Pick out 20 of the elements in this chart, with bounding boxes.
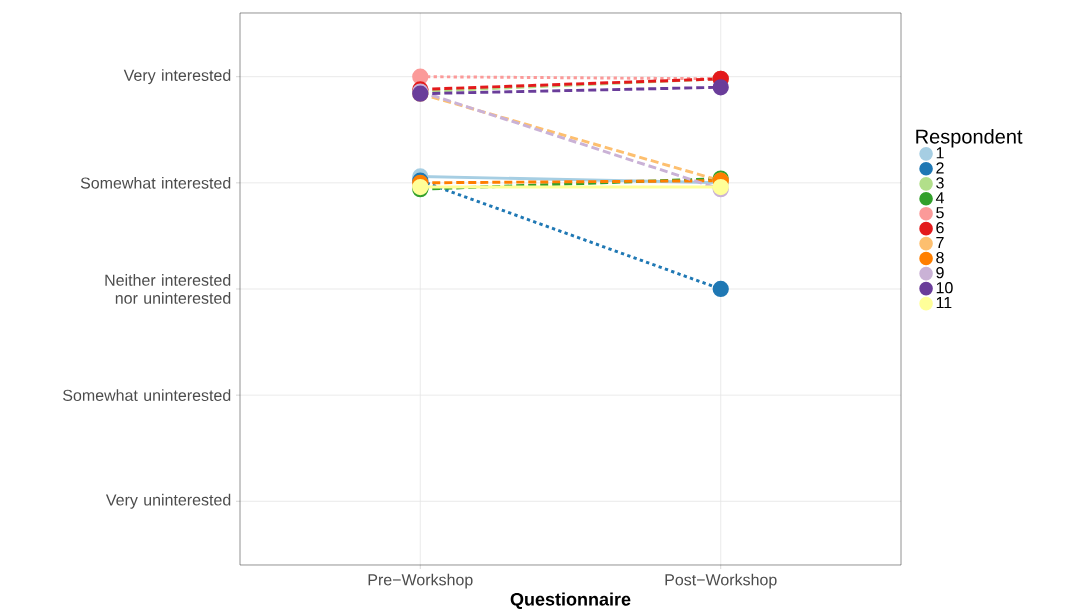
- legend-label: 6: [936, 222, 944, 234]
- text: Very interested: [123, 69, 231, 85]
- text: Very uninterested: [105, 493, 231, 509]
- x-tick-label: Pre−Workshop: [368, 573, 473, 589]
- x-axis-title: Questionnaire: [510, 592, 631, 610]
- legend-label: 10: [936, 282, 953, 294]
- legend-label: 7: [936, 237, 944, 249]
- legend-label: 11: [936, 297, 952, 309]
- legend-label: 5: [936, 207, 944, 219]
- text: Somewhat uninterested: [63, 389, 231, 402]
- text: Somewhat interested: [80, 176, 231, 189]
- legend-label: 4: [935, 192, 944, 204]
- legend-label: 8: [936, 251, 944, 264]
- text: Neither interested nor uninterested: [105, 274, 231, 304]
- legend-label: 3: [936, 177, 944, 189]
- legend-label: 2: [936, 162, 944, 174]
- legend-label: 1: [936, 147, 944, 159]
- legend-title: Respondent: [916, 128, 1023, 148]
- x-tick-label: Post−Workshop: [665, 573, 777, 589]
- legend-label: 9: [936, 267, 944, 279]
